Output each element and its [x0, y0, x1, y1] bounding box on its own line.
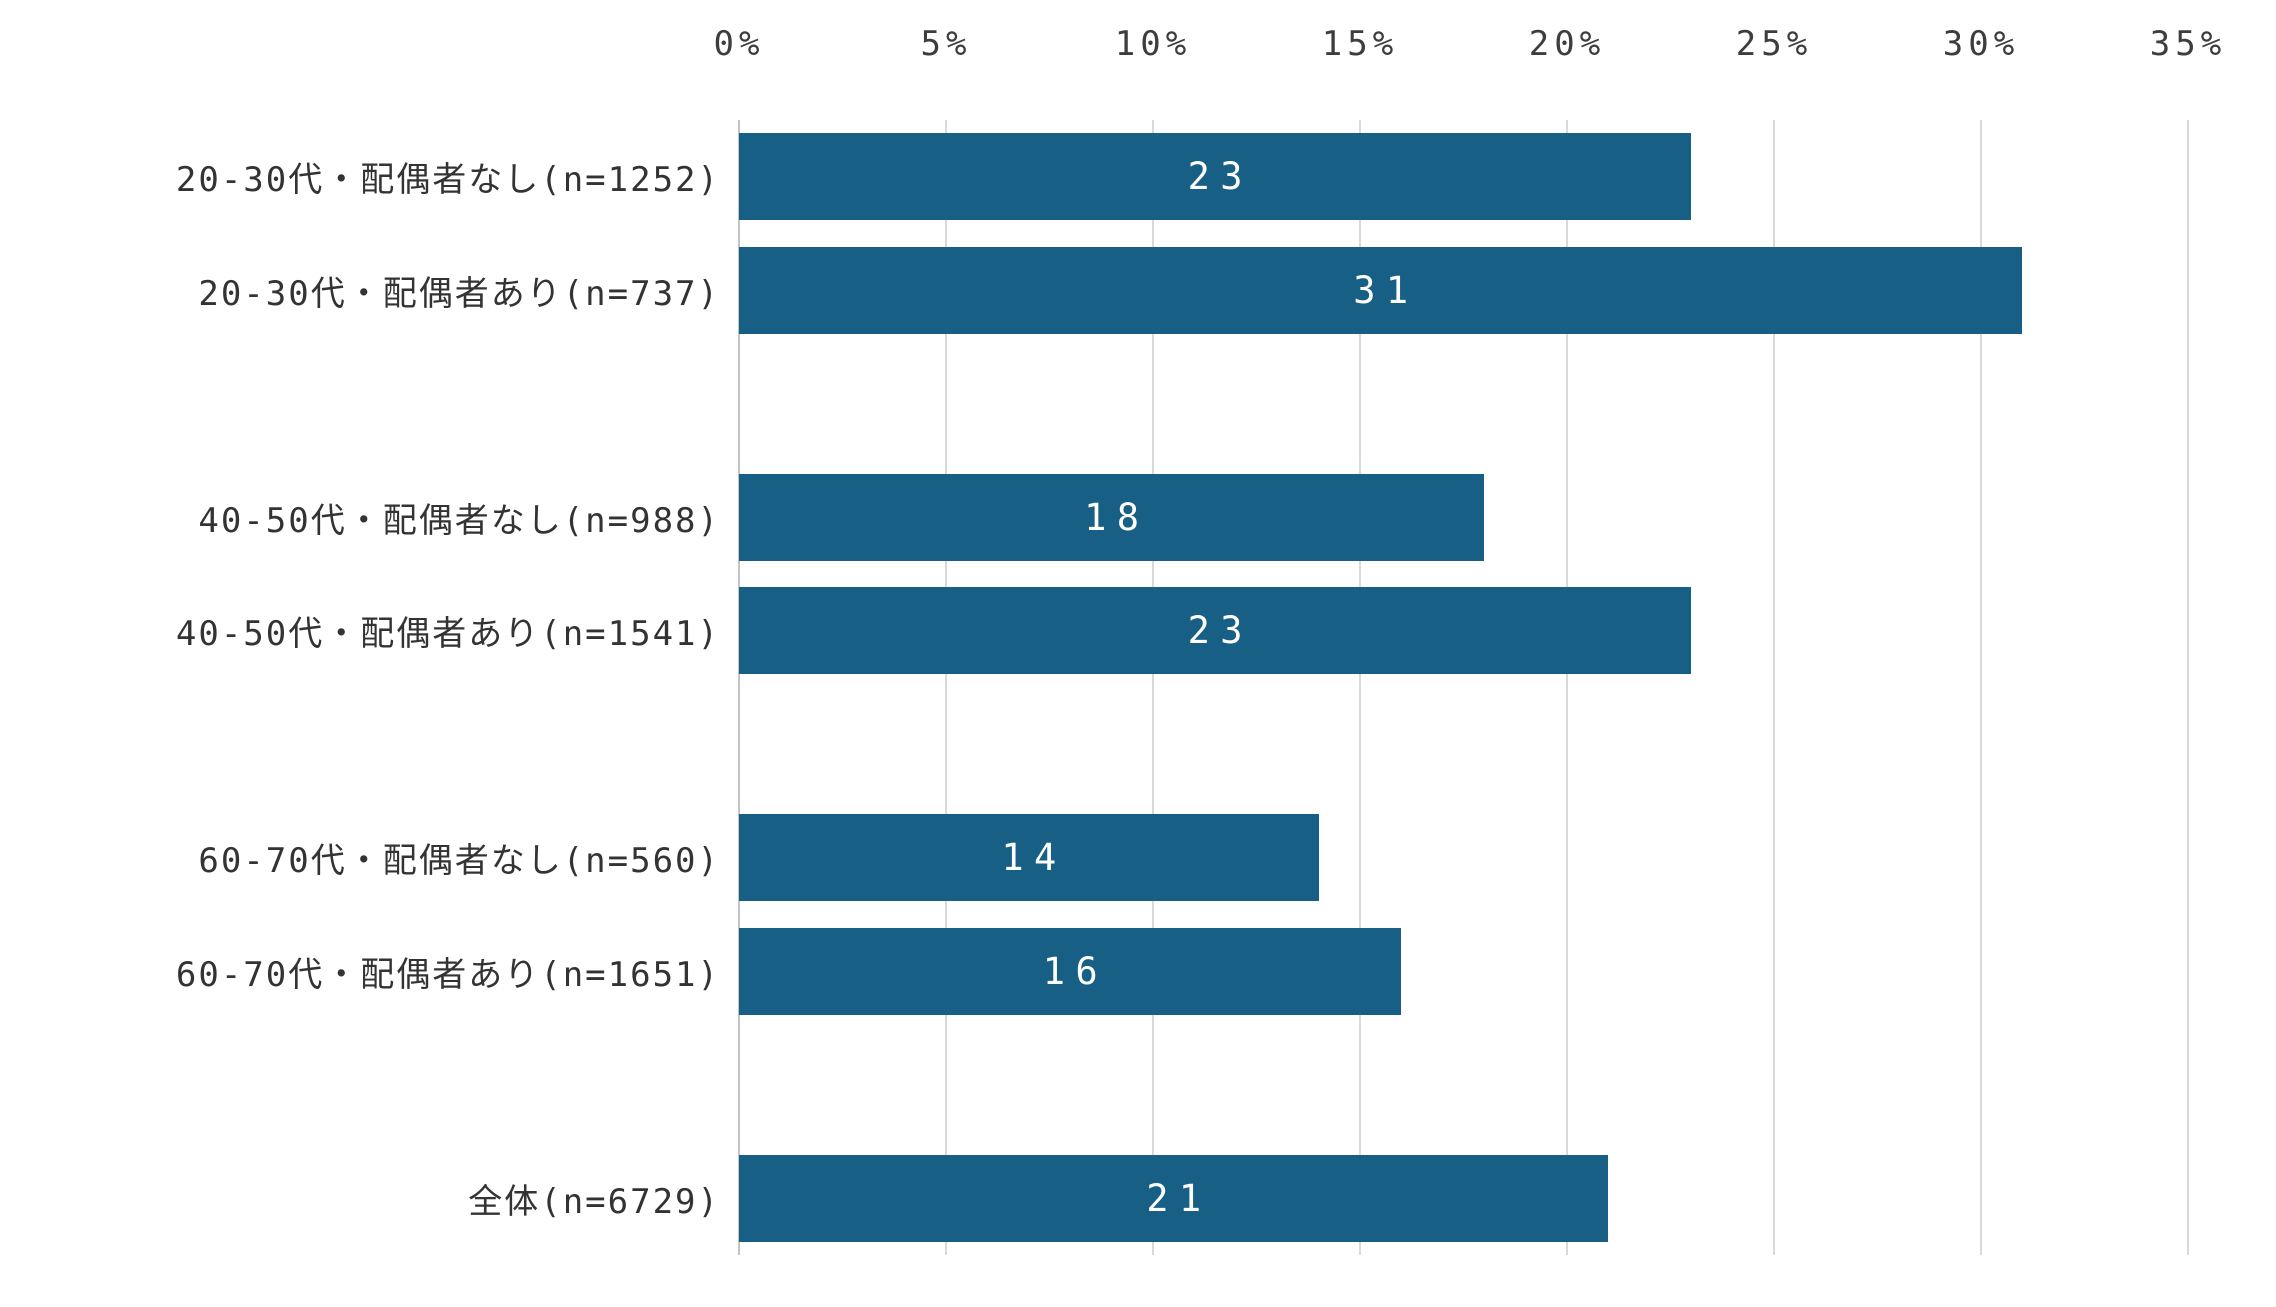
bar: 31: [739, 246, 2023, 334]
category-label: 全体(n=6729): [468, 1181, 720, 1222]
bar: 23: [739, 587, 1692, 675]
x-axis-tick-label: 25%: [1735, 24, 1813, 64]
gridline: [1980, 120, 1982, 1255]
gridline: [1773, 120, 1775, 1255]
bar-value-label: 14: [1001, 836, 1067, 880]
chart-rows: 20-30代・配偶者なし(n=1252) 23 20-30代・配偶者あり(n=7…: [0, 120, 2276, 1255]
bar-track: [739, 347, 2188, 461]
x-axis-tick-label: 20%: [1528, 24, 1606, 64]
gridline: [945, 120, 947, 1255]
x-axis-tick-label: 35%: [2149, 24, 2227, 64]
chart-row: 40-50代・配偶者あり(n=1541) 23: [0, 574, 2276, 688]
bar: 14: [739, 814, 1319, 902]
bar-track: 23: [739, 120, 2188, 234]
bar-track: 18: [739, 461, 2188, 575]
x-axis: 0% 5% 10% 15% 20% 25% 30% 35%: [714, 20, 2222, 68]
category-label: 40-50代・配偶者あり(n=1541): [175, 614, 720, 655]
chart-row: 60-70代・配偶者あり(n=1651) 16: [0, 915, 2276, 1029]
chart-row: 40-50代・配偶者なし(n=988) 18: [0, 461, 2276, 575]
spacer-row: [0, 688, 2276, 802]
bar: 21: [739, 1154, 1609, 1242]
bar: 16: [739, 927, 1402, 1015]
bar-value-label: 18: [1084, 495, 1150, 539]
spacer-row: [0, 347, 2276, 461]
chart-row: 全体(n=6729) 21: [0, 1142, 2276, 1256]
chart-row: 60-70代・配偶者なし(n=560) 14: [0, 801, 2276, 915]
chart-row: 20-30代・配偶者なし(n=1252) 23: [0, 120, 2276, 234]
x-axis-tick-label: 0%: [713, 24, 765, 64]
category-label: 60-70代・配偶者あり(n=1651): [175, 954, 720, 995]
x-axis-tick-label: 10%: [1114, 24, 1192, 64]
category-label: 40-50代・配偶者なし(n=988): [198, 500, 720, 541]
bar-value-label: 31: [1353, 268, 1419, 312]
x-axis-tick-label: 30%: [1942, 24, 2020, 64]
bar-track: 21: [739, 1142, 2188, 1256]
axis-line: [738, 120, 740, 1255]
plot-area: 20-30代・配偶者なし(n=1252) 23 20-30代・配偶者あり(n=7…: [176, 120, 2189, 1255]
spacer-row: [0, 1028, 2276, 1142]
bar-value-label: 16: [1042, 949, 1109, 993]
bar-track: 31: [739, 234, 2188, 348]
gridline: [1152, 120, 1154, 1255]
x-axis-tick-label: 5%: [920, 24, 972, 64]
bar-track: 23: [739, 574, 2188, 688]
bar-value-label: 21: [1146, 1176, 1212, 1220]
category-label: 20-30代・配偶者あり(n=737): [198, 273, 720, 314]
bar-track: 14: [739, 801, 2188, 915]
bar-track: [739, 1028, 2188, 1142]
gridline: [1566, 120, 1568, 1255]
bar-track: [739, 688, 2188, 802]
gridline: [1359, 120, 1361, 1255]
bar-value-label: 23: [1187, 609, 1253, 653]
bar: 18: [739, 473, 1485, 561]
category-label: 20-30代・配偶者なし(n=1252): [175, 160, 720, 201]
category-label: 60-70代・配偶者なし(n=560): [198, 841, 720, 882]
chart-row: 20-30代・配偶者あり(n=737) 31: [0, 234, 2276, 348]
bar-value-label: 23: [1187, 155, 1253, 199]
bar: 23: [739, 133, 1692, 221]
gridline: [2187, 120, 2189, 1255]
bar-track: 16: [739, 915, 2188, 1029]
x-axis-tick-label: 15%: [1321, 24, 1399, 64]
